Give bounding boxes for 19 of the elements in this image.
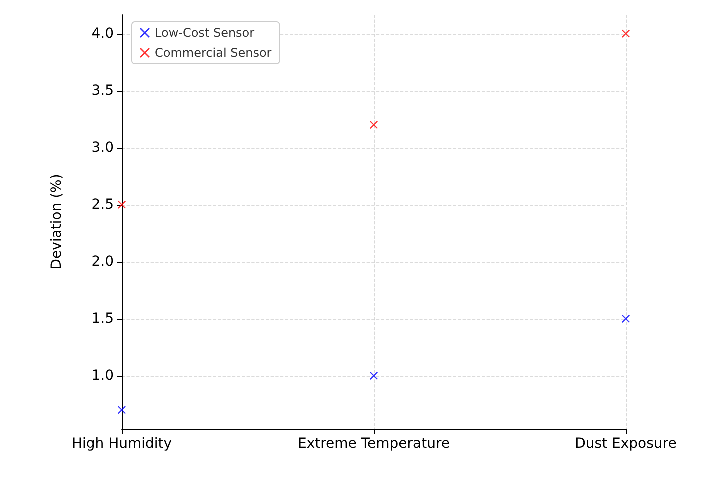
point [118,200,126,209]
y-axis-title: Deviation (%) [49,174,65,270]
legend-label: Low-Cost Sensor [155,26,255,40]
x-tick-label: High Humidity [72,436,172,452]
point [622,30,630,38]
point [370,121,378,130]
y-tick-label: 2.5 [92,196,114,213]
point [622,314,630,323]
point [118,406,126,414]
y-tick-label: 1.0 [92,368,114,384]
y-tick-label: 3.5 [92,82,114,99]
point [370,372,378,380]
y-tick-label: 4.0 [92,26,114,42]
legend-label: Commercial Sensor [155,46,272,60]
x-tick-label: Dust Exposure [575,436,677,452]
y-tick-label: 2.0 [92,254,114,270]
x-tick-label: Extreme Temperature [298,436,450,452]
y-tick-label: 1.5 [92,310,114,327]
y-tick-label: 3.0 [92,140,114,156]
